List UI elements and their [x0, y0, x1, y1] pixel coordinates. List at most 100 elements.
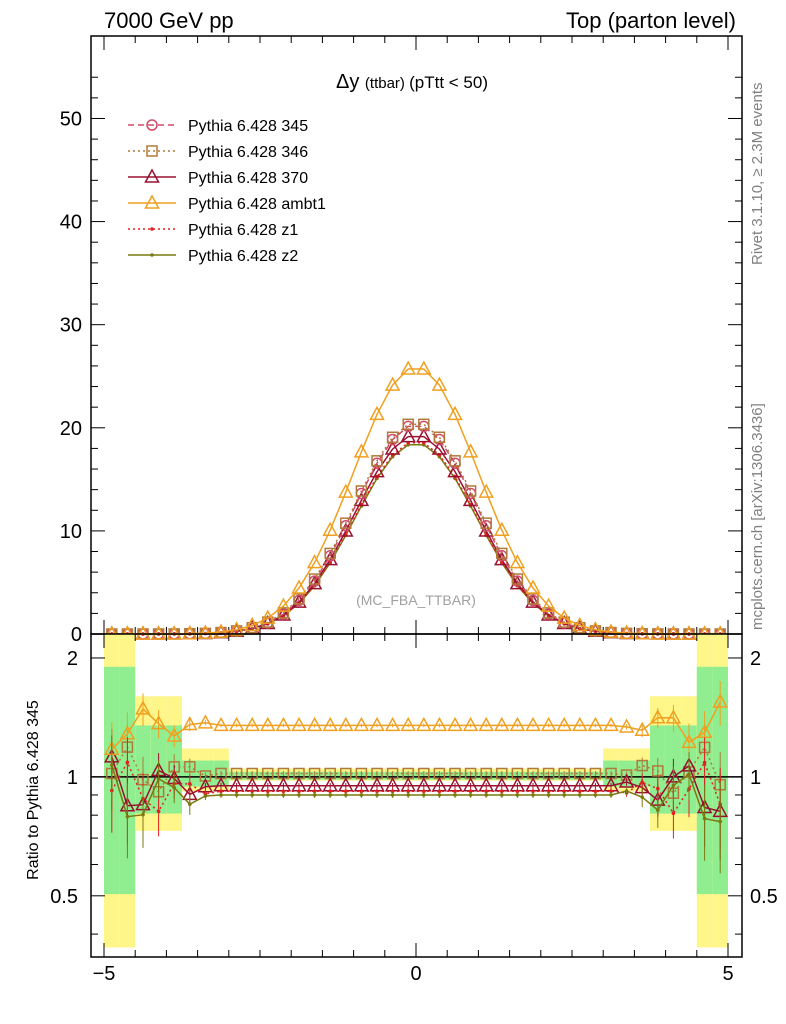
data-point: [500, 789, 504, 793]
rivet-label: Rivet 3.1.10, ≥ 2.3M events: [749, 83, 766, 266]
ratio-y-tick-label-right: 2: [750, 648, 761, 670]
data-point: [656, 786, 660, 791]
data-point: [496, 547, 508, 560]
y-tick-label: 50: [60, 108, 82, 130]
data-point: [478, 483, 494, 498]
data-point: [188, 802, 192, 807]
data-point: [437, 789, 442, 793]
data-point: [250, 789, 254, 793]
data-point: [540, 597, 557, 612]
plot-title: Δy (ttbar) (pTtt < 50): [336, 71, 488, 93]
data-point: [344, 793, 348, 797]
data-point: [480, 517, 492, 529]
mcplots-label: mcplots.cern.ch [arXiv:1306.3436]: [749, 403, 766, 630]
data-point: [293, 593, 305, 605]
data-point: [447, 405, 463, 421]
data-point: [141, 812, 145, 817]
data-point: [150, 253, 154, 257]
ratio-y-tick-label-right: 0.5: [750, 886, 778, 908]
legend-label: Pythia 6.428 z1: [188, 222, 298, 239]
data-point: [540, 716, 557, 732]
data-point: [453, 789, 457, 793]
data-point: [636, 759, 648, 772]
data-point: [531, 793, 535, 797]
data-point: [696, 723, 713, 739]
data-point: [281, 789, 286, 793]
data-point: [188, 782, 192, 786]
data-point: [542, 607, 555, 619]
data-point: [665, 625, 682, 640]
ratio-line: [111, 756, 721, 813]
data-point: [702, 816, 707, 821]
data-point: [572, 716, 588, 732]
data-point: [386, 431, 399, 444]
data-point: [281, 793, 286, 797]
data-point: [371, 455, 383, 467]
data-point: [718, 819, 722, 824]
data-point: [228, 716, 245, 732]
data-point: [484, 793, 489, 797]
data-point: [431, 376, 448, 391]
data-point: [509, 554, 526, 569]
data-point: [515, 793, 520, 797]
data-point: [558, 616, 570, 628]
data-point: [219, 793, 223, 797]
data-point: [406, 789, 411, 793]
data-point: [712, 693, 728, 708]
legend-label: Pythia 6.428 345: [188, 118, 308, 135]
data-point: [250, 793, 254, 797]
data-point: [359, 789, 364, 793]
data-point: [416, 428, 432, 443]
data-point: [328, 793, 333, 797]
data-point: [500, 793, 504, 797]
data-point: [150, 715, 167, 730]
data-point: [593, 789, 598, 793]
data-point: [562, 793, 566, 797]
data-point: [125, 814, 130, 819]
data-point: [422, 789, 426, 793]
data-point: [306, 716, 323, 732]
data-point: [634, 721, 650, 737]
data-point: [400, 716, 416, 732]
data-point: [182, 625, 198, 640]
data-point: [306, 554, 323, 569]
data-point: [166, 625, 182, 640]
data-point: [494, 716, 510, 732]
data-point: [260, 716, 276, 732]
y-tick-label: 20: [60, 418, 82, 440]
data-point: [462, 716, 479, 732]
data-point: [219, 789, 223, 793]
data-point: [375, 793, 379, 797]
data-point: [578, 793, 582, 797]
legend-label: Pythia 6.428 346: [188, 144, 308, 161]
ratio-line: [111, 745, 721, 795]
ratio-series-z1: [110, 737, 722, 851]
data-point: [262, 616, 274, 628]
data-point: [260, 609, 276, 624]
header-right: Top (parton level): [566, 8, 736, 33]
data-point: [291, 716, 307, 732]
data-point: [359, 793, 364, 797]
main-panel: 0 10 20 30 40 50 Δy (ttbar) (pTtt < 50) (MC_FBA…: [60, 35, 743, 646]
data-point: [618, 718, 635, 733]
data-point: [593, 793, 598, 797]
data-point: [375, 789, 379, 793]
data-point: [184, 761, 196, 773]
data-point: [624, 789, 629, 793]
data-point: [244, 616, 260, 632]
data-point: [416, 360, 432, 375]
data-point: [546, 789, 551, 793]
data-point: [609, 793, 613, 797]
y-tick-label: 40: [60, 212, 82, 234]
data-point: [384, 440, 401, 455]
data-point: [322, 716, 338, 732]
data-point: [478, 716, 494, 732]
data-point: [322, 521, 338, 536]
data-point: [110, 763, 114, 767]
data-point: [546, 793, 551, 797]
ratio-y-tick-label: 1: [67, 767, 78, 789]
ratio-series-z2: [110, 735, 722, 874]
data-point: [515, 789, 520, 793]
data-point: [640, 795, 644, 799]
